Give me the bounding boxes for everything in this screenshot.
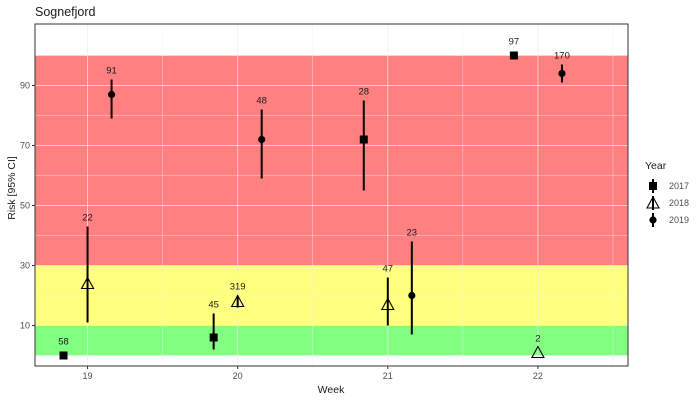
data-label: 47: [383, 264, 394, 275]
data-label: 97: [509, 37, 520, 48]
point-2017: [59, 351, 68, 360]
data-label: 2: [535, 334, 540, 345]
point-2019: [258, 135, 266, 144]
x-axis-label: Week: [318, 384, 345, 396]
point-2017: [209, 333, 218, 342]
data-label: 58: [58, 337, 69, 348]
data-label: 48: [256, 96, 267, 107]
y-tick-label: 90: [20, 81, 30, 91]
point-2018: [230, 294, 245, 308]
point-2019: [558, 69, 566, 78]
point-2019: [107, 90, 116, 99]
point-2017: [509, 51, 518, 60]
data-label: 23: [407, 228, 418, 239]
x-tick-label: 21: [383, 371, 393, 381]
legend-title: Year: [645, 160, 667, 172]
legend-key-2019: [649, 216, 657, 224]
legend: Year 2017 2018 2019: [645, 160, 689, 227]
point-2018: [530, 345, 545, 359]
y-axis-label: Risk [95% CI]: [6, 156, 18, 220]
panel-border: [34, 23, 629, 367]
legend-key-2017: [649, 182, 657, 190]
x-tick-label: 22: [533, 371, 543, 381]
chart-title: Sognefjord: [35, 5, 96, 19]
data-label: 45: [208, 300, 219, 311]
y-tick-label: 70: [20, 141, 30, 151]
point-2018: [380, 297, 395, 311]
data-label: 319: [230, 282, 246, 293]
data-label: 22: [82, 213, 93, 224]
data-label: 28: [358, 87, 369, 98]
x-tick-label: 19: [83, 371, 93, 381]
plot-panel: 58 45 28 97 22 319 47 2 91 48 23 170: [34, 23, 629, 367]
data-label: 170: [554, 51, 570, 62]
y-tick-label: 10: [20, 321, 30, 331]
legend-label: 2018: [669, 198, 689, 208]
legend-label: 2019: [669, 215, 689, 225]
point-2017: [359, 135, 368, 144]
risk-band-2: [35, 55, 628, 266]
y-tick-label: 30: [20, 261, 30, 271]
x-tick-label: 20: [233, 371, 243, 381]
point-2018: [80, 276, 95, 290]
legend-label: 2017: [669, 181, 689, 191]
legend-key-2018: [646, 195, 660, 209]
data-label: 91: [106, 66, 117, 77]
risk-band-0: [35, 325, 628, 356]
point-2019: [408, 291, 416, 300]
y-tick-label: 50: [20, 201, 30, 211]
